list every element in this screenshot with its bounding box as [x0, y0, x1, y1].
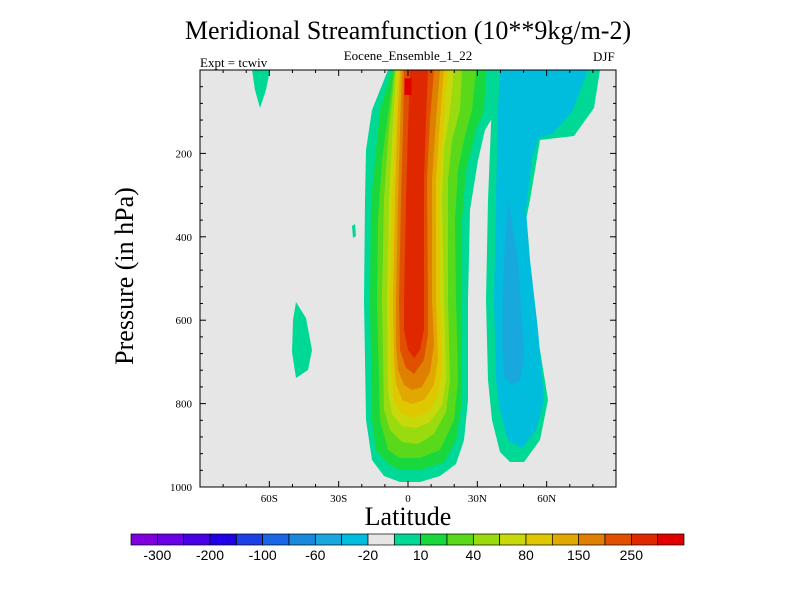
colorbar-label: -100 [249, 547, 277, 563]
colorbar-swatch [551, 533, 580, 546]
x-tick-label: 30N [468, 493, 487, 505]
contour-band [502, 200, 524, 386]
x-tick-label: 0 [405, 493, 411, 505]
colorbar-swatch [183, 533, 211, 546]
plot-area [200, 70, 616, 487]
x-tick-label: 60S [261, 493, 278, 505]
colorbar-label: 10 [413, 547, 429, 563]
colorbar-label: -200 [196, 547, 224, 563]
colorbar-swatch [393, 533, 422, 546]
axes: 60S 30S 0 30N 60N 200 400 600 800 1000 [170, 69, 617, 505]
colorbar-swatch [288, 533, 316, 546]
y-tick-label: 800 [176, 399, 193, 411]
colorbar-swatch [314, 533, 343, 546]
colorbar-swatch [209, 533, 237, 546]
colorbar-swatch [156, 533, 185, 546]
contour-peak-region [404, 78, 412, 96]
colorbar-swatch [604, 533, 632, 546]
y-tick-label: 200 [176, 148, 193, 160]
colorbar-swatch [420, 533, 448, 546]
colorbar-swatch [499, 533, 527, 546]
contour-band [352, 224, 356, 238]
colorbar-swatch [446, 533, 474, 546]
experiment-label: Expt = tcwiv [200, 55, 268, 70]
colorbar-swatch [657, 533, 685, 546]
colorbar-swatch [525, 533, 553, 546]
colorbar-label: 40 [466, 547, 482, 563]
colorbar-swatch [630, 533, 659, 546]
chart-title: Meridional Streamfunction (10**9kg/m-2) [184, 16, 632, 45]
season-label: DJF [593, 49, 615, 64]
contour-band [404, 70, 428, 358]
colorbar-swatch [235, 533, 264, 546]
colorbar-swatch [262, 533, 290, 546]
colorbar-label: 80 [518, 547, 534, 563]
colorbar-label: -300 [143, 547, 171, 563]
colorbar-label: 250 [620, 547, 644, 563]
colorbar-label: -60 [305, 547, 325, 563]
colorbar-label: 150 [567, 547, 591, 563]
x-tick-label: 30S [330, 493, 347, 505]
colorbar: -300 -200 -100 -60 -20 10 40 80 150 250 [130, 533, 685, 563]
y-tick-label: 600 [176, 315, 193, 327]
colorbar-swatch [367, 533, 395, 546]
colorbar-swatch [341, 533, 369, 546]
contour-band [252, 70, 270, 108]
colorbar-swatch [578, 533, 606, 546]
x-axis-label: Latitude [364, 502, 452, 531]
colorbar-swatch [472, 533, 501, 546]
y-tick-label: 400 [176, 232, 193, 244]
y-tick-label: 1000 [170, 482, 193, 494]
colorbar-label: -20 [358, 547, 378, 563]
x-tick-label: 60N [537, 493, 556, 505]
chart-subtitle: Eocene_Ensemble_1_22 [343, 48, 473, 63]
contour-band [292, 302, 312, 378]
colorbar-swatch [130, 533, 158, 546]
